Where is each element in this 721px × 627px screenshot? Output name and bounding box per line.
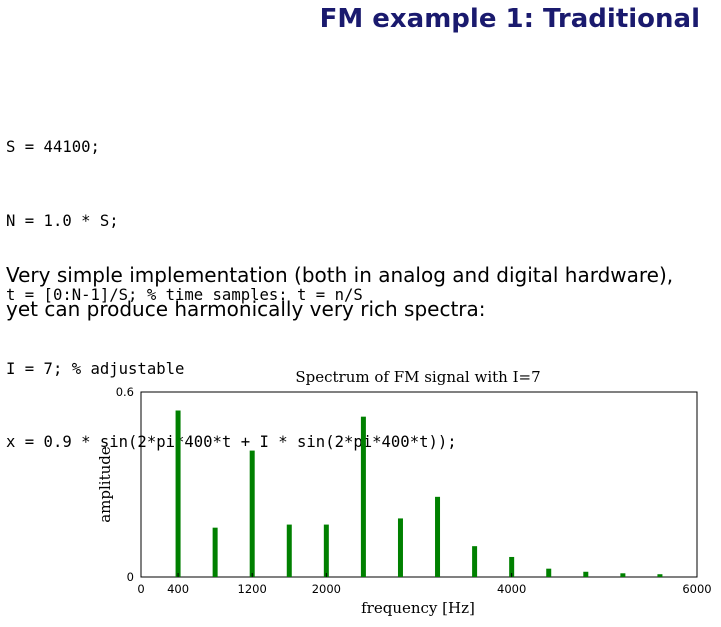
spectrum-bar [583,571,589,577]
spectrum-bar [435,496,441,577]
spectrum-bar [397,518,403,577]
code-line: I = 7; % adjustable [6,359,185,378]
spectrum-bar [249,450,255,577]
code-block: S = 44100; N = 1.0 * S; t = [0:N-1]/S; %… [6,86,457,480]
spectrum-bar [472,546,478,577]
code-line: S = 44100; [6,138,100,157]
spectrum-chart: Spectrum of FM signal with I=7 0 400 1200 2… [96,368,712,617]
paragraph-line: Very simple implementation (both in anal… [6,263,674,287]
x-tick-label: 4000 [497,582,526,596]
plot-frame [140,391,698,578]
spectrum-bar [509,556,515,577]
spectrum-bar [657,574,663,577]
y-tick-label: 0 [127,570,134,584]
x-tick-label: 1200 [238,582,267,596]
spectrum-bar [620,573,626,577]
x-tick-label: 0 [137,582,144,596]
spectrum-bar [360,416,366,577]
spectrum-bar [286,524,292,577]
body-paragraph: Very simple implementation (both in anal… [6,258,718,326]
spectrum-bar [212,527,218,577]
spectrum-bar [546,568,552,577]
x-axis-ticks: 0 400 1200 2000 4000 6000 [137,573,712,596]
y-axis-ticks: 00.6 [116,385,145,584]
code-line: N = 1.0 * S; [6,211,119,230]
x-axis-label: frequency [Hz] [361,599,475,617]
y-axis-label: amplitude [96,446,114,523]
y-tick-label: 0.6 [116,385,134,399]
bar-group [175,410,663,577]
spectrum-bar [175,410,181,577]
x-tick-label: 400 [167,582,189,596]
slide-title: FM example 1: Traditional [319,4,700,34]
code-line: x = 0.9 * sin(2*pi*400*t + I * sin(2*pi*… [6,433,457,452]
chart-title: Spectrum of FM signal with I=7 [295,368,540,386]
spectrum-bar [323,524,329,577]
paragraph-line: yet can produce harmonically very rich s… [6,297,486,321]
x-tick-label: 2000 [312,582,341,596]
code-line: t = [0:N-1]/S; % time samples: t = n/S [6,285,363,304]
x-tick-label: 6000 [682,582,711,596]
